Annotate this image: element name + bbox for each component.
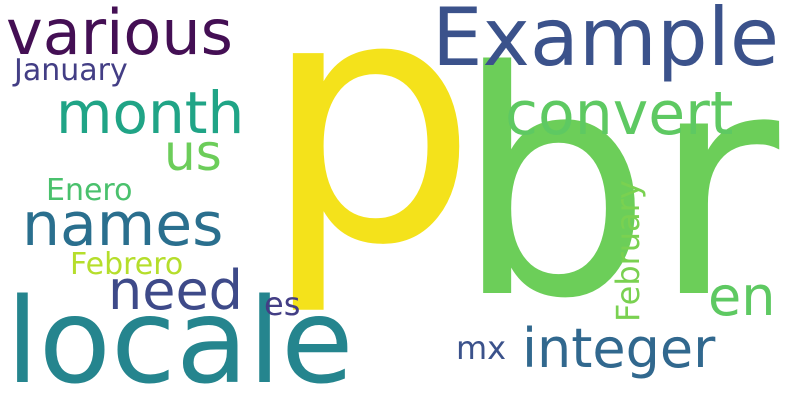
word-br: br (455, 6, 780, 367)
word-mx: mx (456, 329, 507, 367)
word-integer: integer (522, 317, 716, 380)
word-convert: convert (505, 79, 734, 149)
word-february: February (609, 180, 647, 322)
word-example: Example (432, 0, 780, 84)
word-en: en (708, 265, 776, 328)
word-enero: Enero (46, 173, 133, 208)
word-various: various (6, 0, 233, 69)
word-need: need (108, 259, 243, 322)
word-locale: locale (6, 272, 354, 400)
word-us: us (164, 124, 222, 182)
word-febrero: Febrero (70, 247, 184, 282)
word-month: month (56, 79, 245, 147)
word-january: January (14, 53, 128, 88)
word-names: names (22, 190, 224, 260)
word-es: es (264, 285, 301, 323)
word-p: p (262, 0, 478, 320)
